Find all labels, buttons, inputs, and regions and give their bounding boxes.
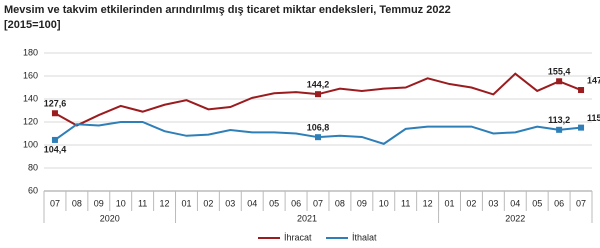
year-label: 2020 [100, 213, 120, 223]
x-tick-label: 01 [445, 198, 455, 208]
point-marker [578, 87, 585, 94]
point-marker [556, 78, 563, 85]
value-label: 147,8 [587, 75, 600, 85]
value-label: 155,4 [548, 67, 571, 77]
y-tick-label: 140 [23, 93, 38, 103]
year-label: 2021 [297, 213, 317, 223]
value-label: 113,2 [548, 115, 570, 125]
value-label: 106,8 [307, 123, 330, 133]
point-marker [578, 124, 585, 131]
legend-label: İthalat [352, 232, 377, 242]
x-tick-label: 04 [247, 198, 257, 208]
x-tick-label: 11 [401, 198, 410, 208]
value-label: 104,4 [44, 144, 67, 154]
y-tick-label: 80 [28, 162, 38, 172]
year-label: 2022 [505, 213, 525, 223]
x-tick-label: 08 [335, 198, 345, 208]
value-label: 115,1 [587, 113, 600, 123]
x-tick-label: 06 [554, 198, 564, 208]
x-tick-label: 05 [269, 198, 279, 208]
x-tick-label: 07 [313, 198, 323, 208]
x-tick-label: 09 [357, 198, 367, 208]
x-tick-label: 03 [488, 198, 498, 208]
y-tick-label: 60 [28, 185, 38, 195]
x-tick-label: 10 [379, 198, 389, 208]
x-tick-label: 05 [532, 198, 542, 208]
point-marker [51, 136, 58, 143]
legend-label: İhracat [284, 232, 312, 242]
x-tick-label: 01 [181, 198, 191, 208]
value-label: 127,6 [44, 99, 67, 109]
x-tick-label: 08 [72, 198, 82, 208]
point-marker [51, 110, 58, 117]
x-tick-label: 03 [225, 198, 235, 208]
point-marker [315, 134, 321, 141]
x-tick-label: 07 [50, 198, 60, 208]
x-tick-label: 10 [116, 198, 126, 208]
y-tick-label: 180 [23, 47, 38, 57]
y-tick-label: 100 [23, 139, 38, 149]
chart-title: Mevsim ve takvim etkilerinden arındırılm… [4, 4, 451, 16]
x-tick-label: 12 [423, 198, 433, 208]
value-label: 144,2 [307, 80, 330, 90]
point-marker [315, 91, 321, 98]
x-tick-label: 02 [203, 198, 213, 208]
x-tick-label: 04 [510, 198, 520, 208]
chart-subtitle: [2015=100] [4, 19, 61, 31]
x-tick-label: 11 [138, 198, 147, 208]
x-tick-label: 09 [94, 198, 104, 208]
point-marker [556, 126, 563, 133]
x-tick-label: 07 [576, 198, 586, 208]
x-tick-label: 02 [466, 198, 476, 208]
x-tick-label: 06 [291, 198, 301, 208]
y-tick-label: 120 [23, 116, 38, 126]
x-tick-label: 12 [160, 198, 170, 208]
y-tick-label: 160 [23, 70, 38, 80]
